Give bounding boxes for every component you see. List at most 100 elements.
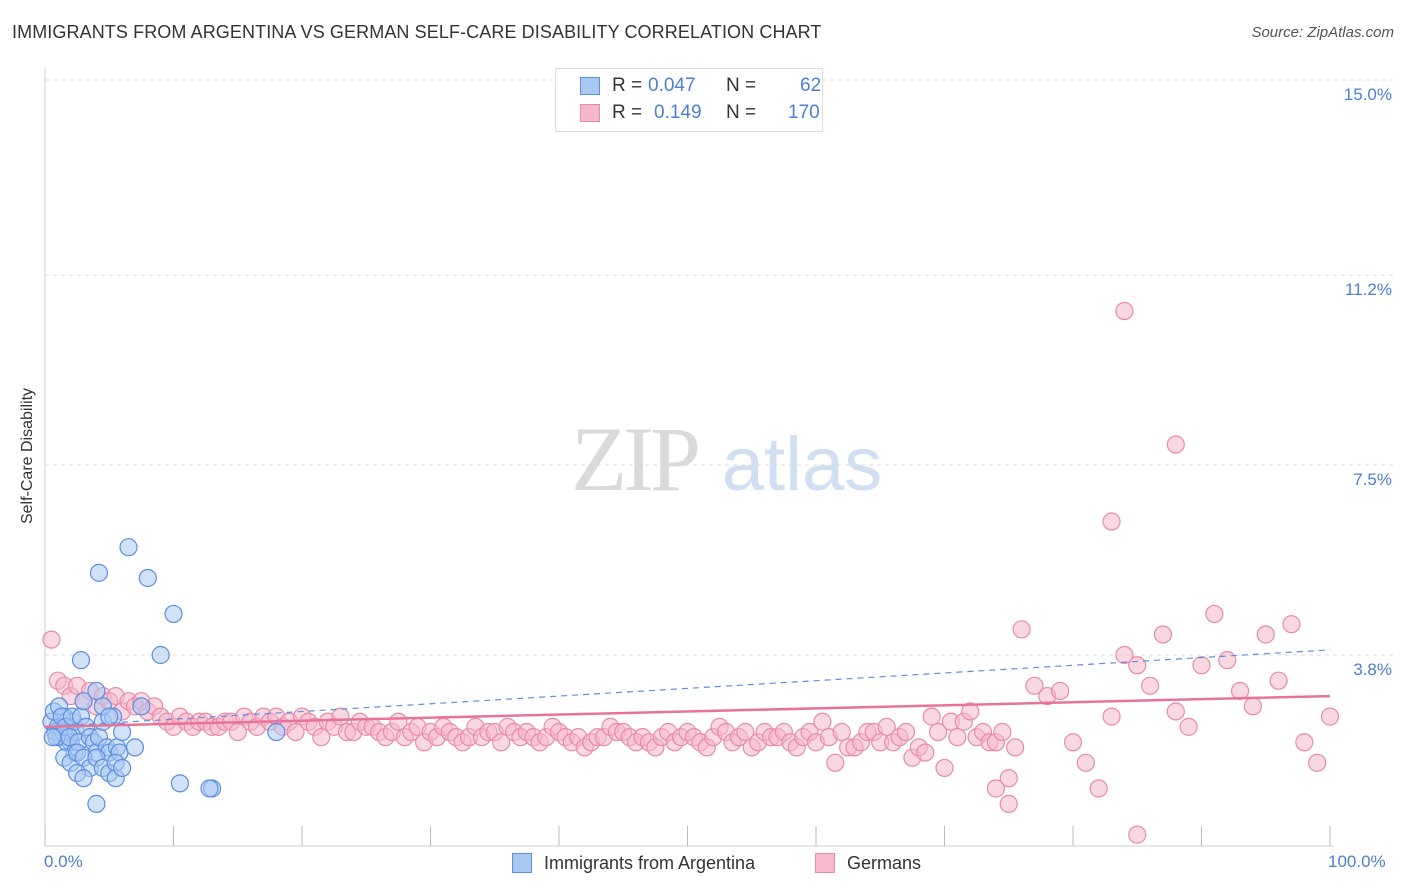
argentina-point [125, 738, 145, 757]
argentina-point [87, 681, 106, 701]
germans-point [1308, 753, 1327, 772]
germans-point [1102, 512, 1121, 531]
x-tick-label-min: 0.0% [44, 852, 83, 871]
germans-point [1153, 625, 1173, 644]
argentina-point [164, 604, 183, 624]
germans-points [42, 301, 1340, 844]
germans-point [492, 733, 511, 752]
argentina-point [267, 722, 286, 742]
germans-point [1115, 645, 1134, 665]
germans-point [826, 753, 845, 772]
n-label: N = [726, 102, 757, 123]
germans-point [1128, 656, 1147, 675]
germans-point [1063, 733, 1083, 752]
germans-point [877, 717, 896, 736]
argentina-point [112, 722, 132, 742]
germans-point [961, 702, 980, 721]
svg-text:atlas: atlas [722, 422, 883, 507]
r-label: R = [612, 102, 643, 123]
germans-point [922, 707, 941, 726]
argentina-swatch [580, 77, 600, 95]
n-value: 62 [800, 75, 822, 96]
germans-point [1089, 779, 1108, 798]
legend-label: Germans [847, 853, 922, 873]
y-tick-label: 3.8% [1353, 660, 1392, 679]
germans-point [1282, 615, 1301, 634]
germans-point [1192, 656, 1211, 675]
germans-point [1025, 676, 1044, 695]
svg-text:ZIP: ZIP [571, 408, 698, 510]
germans-point [228, 722, 247, 742]
germans-point [1102, 707, 1121, 726]
x-tick-label-max: 100.0% [1328, 852, 1386, 871]
germans-point [1012, 620, 1031, 639]
germans-swatch [580, 104, 600, 122]
germans-trend-line [44, 694, 1331, 729]
argentina-point [87, 794, 106, 813]
argentina-point [74, 692, 93, 711]
germans-point [832, 722, 851, 742]
germans-point [286, 722, 305, 742]
germans-point [1218, 651, 1237, 670]
germans-legend-swatch [815, 853, 835, 873]
germans-point [1269, 671, 1288, 690]
germans-point [1256, 625, 1275, 644]
germans-point [986, 779, 1006, 798]
argentina-point [170, 774, 190, 793]
argentina-point [43, 728, 62, 747]
argentina-point [151, 645, 170, 665]
germans-point [1051, 681, 1070, 701]
r-label: R = [612, 75, 643, 96]
germans-point [1140, 676, 1160, 695]
y-tick-label: 7.5% [1353, 470, 1392, 490]
argentina-point [74, 769, 93, 788]
n-value: 170 [788, 102, 820, 123]
argentina-point [200, 779, 219, 798]
legend-label: Immigrants from Argentina [544, 853, 756, 873]
germans-point [999, 769, 1018, 788]
germans-point [1166, 702, 1185, 721]
argentina-legend-swatch [512, 853, 532, 873]
germans-point [1115, 301, 1134, 321]
y-tick-label: 15.0% [1343, 85, 1392, 104]
germans-point [1320, 707, 1340, 726]
argentina-trend-line [44, 649, 1331, 728]
germans-point [1166, 435, 1185, 454]
trend-lines [44, 649, 1331, 729]
grid-lines [45, 79, 1395, 656]
germans-point [1076, 753, 1095, 772]
germans-point [42, 630, 61, 649]
stats-box: R = 0.047 N = 62 R = 0.149 N = 170 [555, 68, 823, 132]
chart-source: Source: ZipAtlas.com [1251, 24, 1394, 41]
n-label: N = [726, 75, 757, 96]
germans-point [993, 722, 1012, 742]
argentina-point [132, 697, 151, 716]
germans-point [999, 794, 1018, 813]
y-tick-label: 11.2% [1345, 280, 1392, 300]
germans-point [948, 728, 967, 747]
argentina-point [138, 568, 157, 588]
germans-point [1128, 825, 1147, 844]
argentina-point [112, 758, 132, 778]
germans-point [1243, 697, 1263, 716]
germans-point [1179, 717, 1198, 736]
germans-point [331, 707, 350, 726]
germans-point [813, 712, 832, 731]
chart-title: IMMIGRANTS FROM ARGENTINA VS GERMAN SELF… [12, 22, 822, 42]
r-value: 0.047 [648, 75, 696, 96]
germans-point [1295, 733, 1314, 752]
argentina-point [89, 563, 109, 582]
germans-point [1205, 604, 1224, 624]
argentina-points [42, 538, 286, 813]
r-value: 0.149 [654, 102, 702, 123]
germans-point [1006, 738, 1025, 757]
argentina-point [119, 538, 138, 557]
watermark: ZIP atlas [571, 408, 882, 510]
argentina-point [71, 651, 91, 670]
germans-point [312, 728, 331, 747]
germans-point [916, 743, 935, 762]
germans-point [736, 722, 755, 742]
germans-point [935, 758, 954, 778]
germans-point [896, 722, 916, 742]
